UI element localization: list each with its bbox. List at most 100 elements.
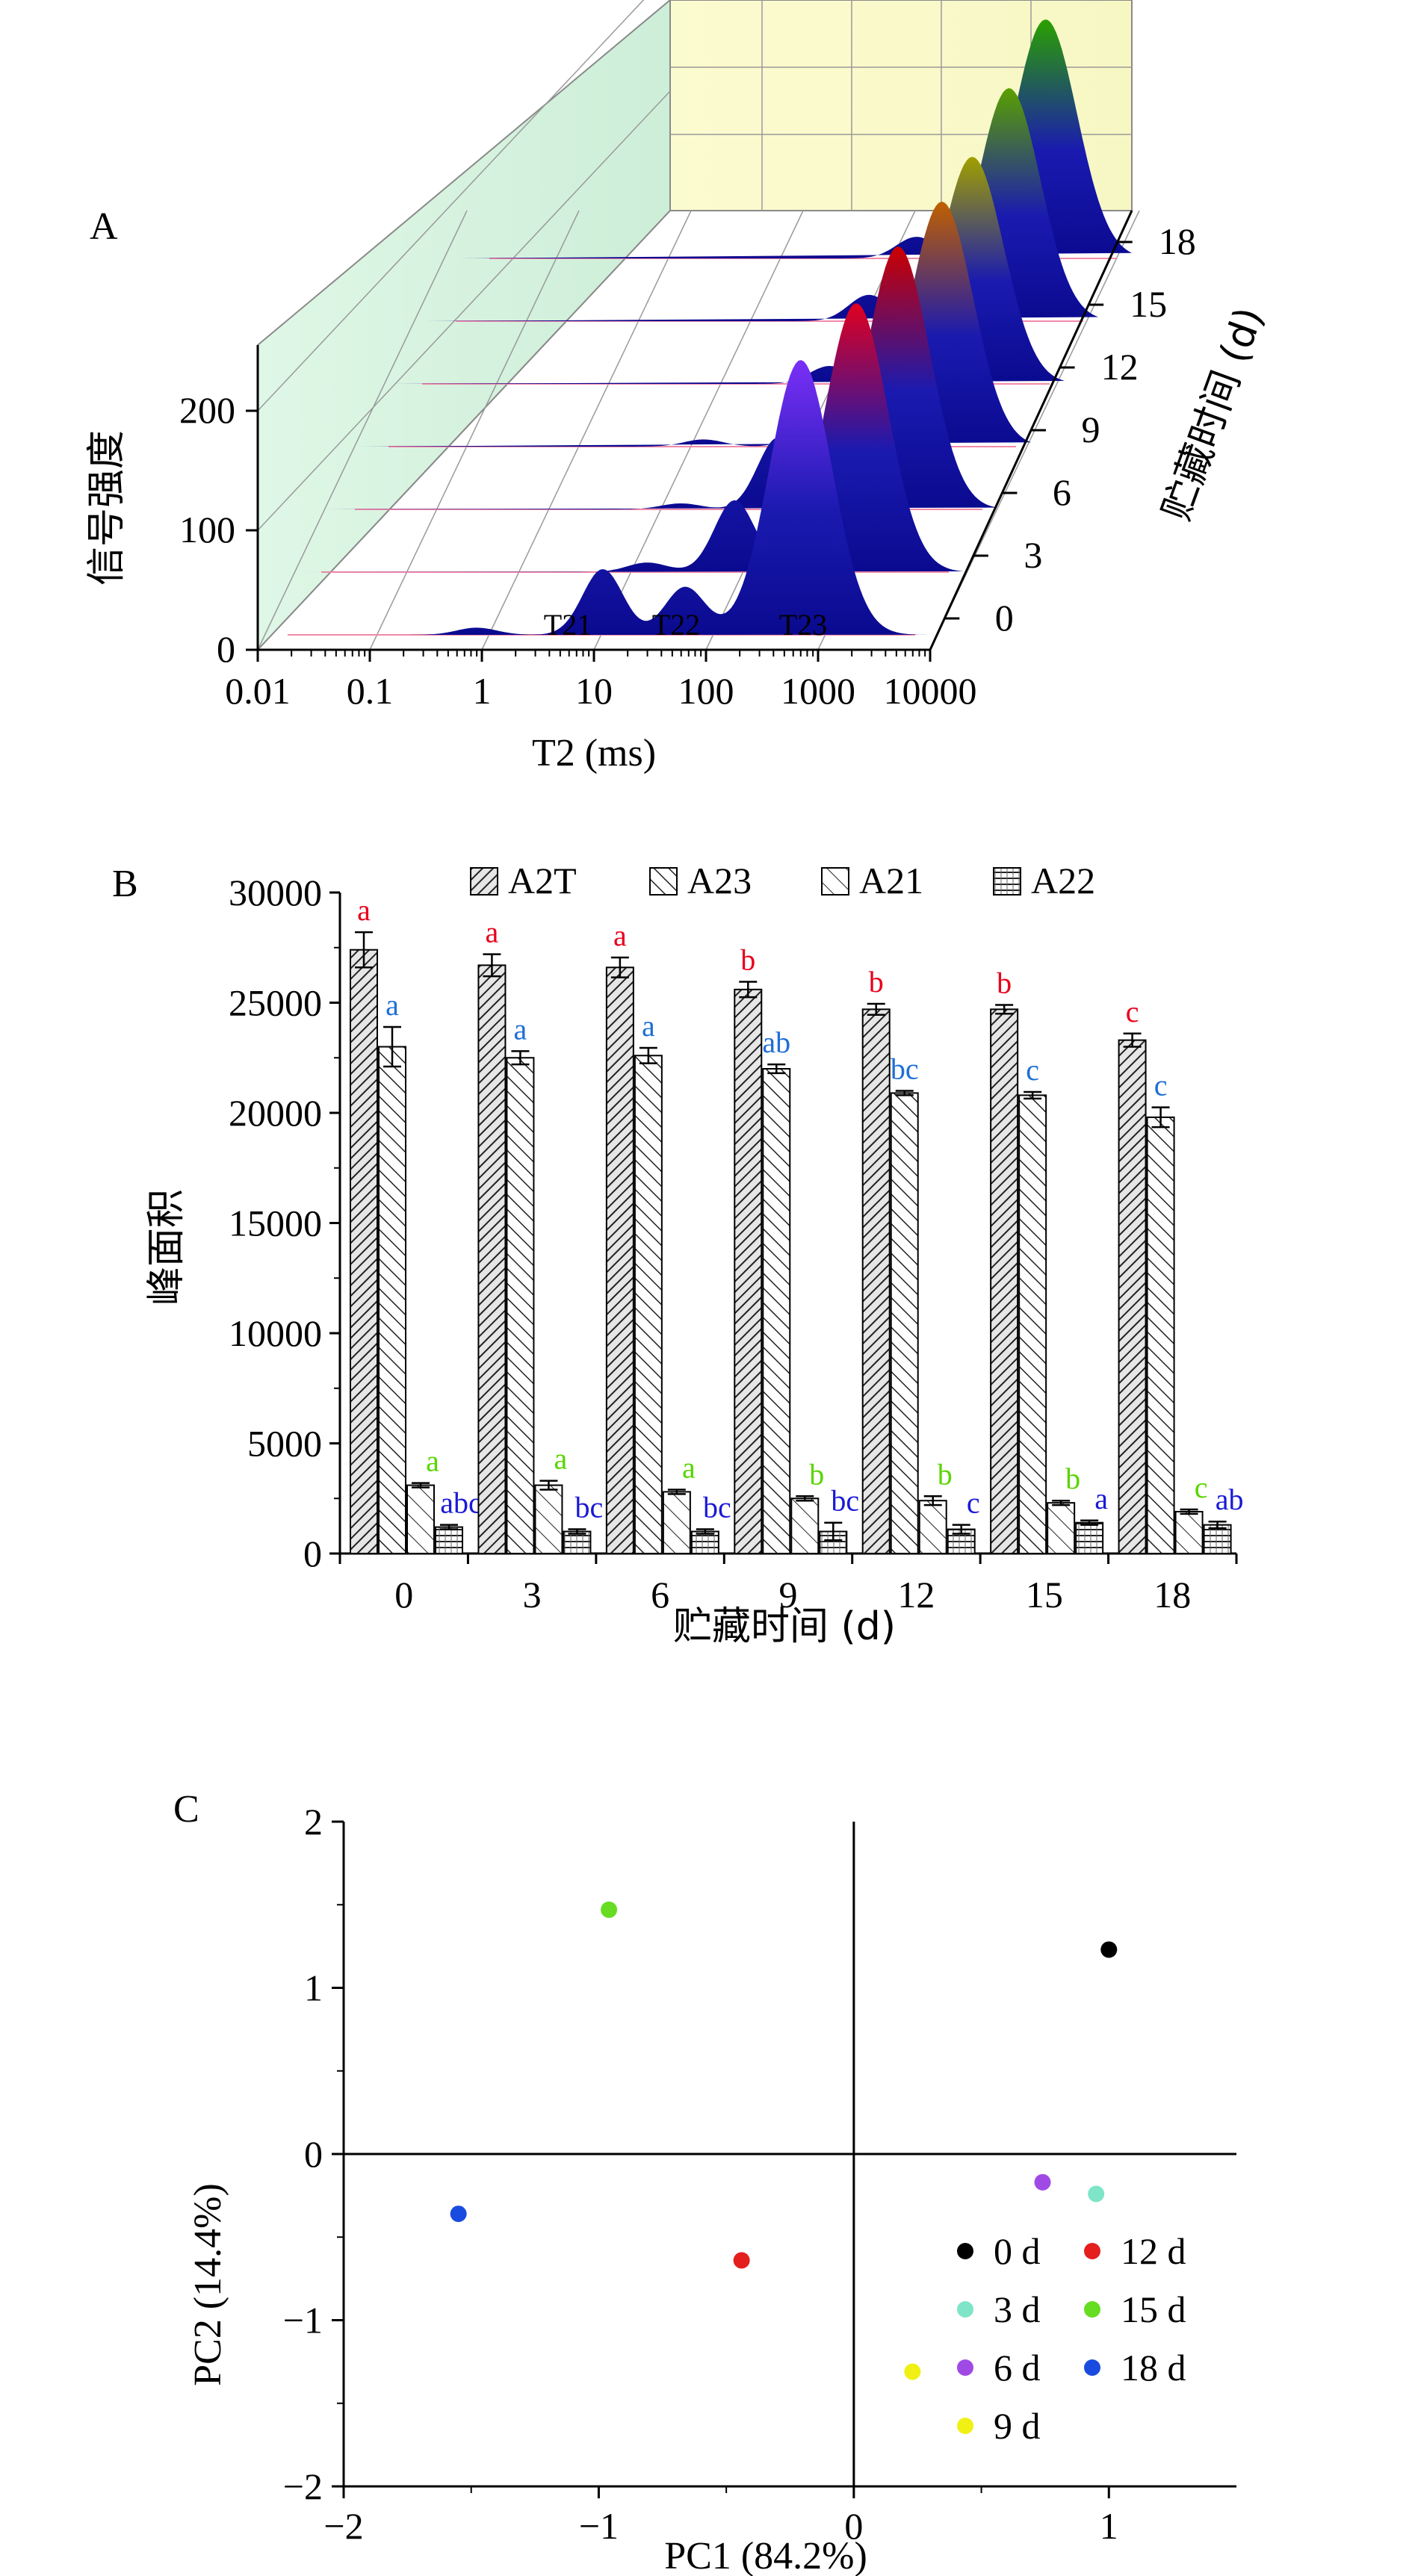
legend-marker bbox=[1084, 2359, 1100, 2376]
point-0d bbox=[1100, 1941, 1118, 1958]
y-tick-label: 2 bbox=[304, 1801, 323, 1843]
panel-label-c: C bbox=[173, 1788, 199, 1831]
y-axis-title: PC2 (14.4%) bbox=[187, 2183, 229, 2386]
significance-letter: c bbox=[1026, 1053, 1039, 1087]
point-12d bbox=[733, 2252, 750, 2269]
point-15d bbox=[601, 1901, 618, 1918]
bar-A2T bbox=[1118, 1039, 1147, 1554]
panel-a-3d-chart: A T21 T22 T23 0.01 0.1 1 10 100 1000 10000 0 100 200… bbox=[84, 0, 1272, 775]
ridge-9d bbox=[359, 202, 1031, 447]
significance-letter: bc bbox=[891, 1052, 919, 1086]
peak-label-t21: T21 bbox=[544, 608, 592, 642]
panel-label-b: B bbox=[112, 863, 138, 905]
y-axis-title: 信号强度 bbox=[84, 430, 129, 586]
z-tick-label: 6 bbox=[1053, 471, 1071, 513]
significance-letter: ab bbox=[1216, 1483, 1244, 1516]
bar-A22 bbox=[690, 1530, 719, 1554]
x-tick-label: 100 bbox=[678, 670, 734, 712]
y-tick-label: −2 bbox=[283, 2465, 323, 2507]
point-18d bbox=[450, 2206, 467, 2223]
significance-letter: bc bbox=[575, 1491, 604, 1524]
point-3d bbox=[1088, 2185, 1105, 2203]
floor-grid-line bbox=[593, 210, 804, 651]
ridges bbox=[258, 19, 1132, 636]
significance-letter: abc bbox=[440, 1486, 482, 1520]
peak-label-t23: T23 bbox=[779, 608, 827, 642]
peak-label-t22: T22 bbox=[652, 608, 700, 642]
bar-A2T bbox=[350, 949, 378, 1554]
bar-A23 bbox=[762, 1068, 791, 1554]
point-9d bbox=[904, 2363, 921, 2380]
significance-letter: a bbox=[682, 1450, 696, 1484]
significance-letter: a bbox=[1094, 1482, 1108, 1515]
legend-label: 18 d bbox=[1121, 2347, 1186, 2389]
x-tick-label: 1 bbox=[1100, 2505, 1118, 2547]
significance-letter: ab bbox=[762, 1025, 790, 1059]
bar-A21 bbox=[534, 1484, 563, 1554]
bar-A21 bbox=[406, 1484, 435, 1554]
y-tick-label: 200 bbox=[179, 389, 235, 431]
x-axis-title: 贮藏时间 (d) bbox=[673, 1604, 896, 1649]
z-tick-label: 9 bbox=[1082, 409, 1100, 450]
significance-letter: c bbox=[1126, 995, 1139, 1028]
legend-swatch-A22 bbox=[993, 867, 1021, 896]
y-tick-label: 30000 bbox=[229, 872, 322, 913]
legend-label: 0 d bbox=[994, 2230, 1041, 2272]
ridge-12d bbox=[392, 157, 1065, 384]
x-axis-title: T2 (ms) bbox=[532, 732, 656, 775]
significance-letter: b bbox=[938, 1457, 953, 1491]
legend-swatch-A2T bbox=[470, 867, 498, 896]
x-axis-title: PC1 (84.2%) bbox=[664, 2535, 867, 2576]
legend-label: 6 d bbox=[994, 2347, 1041, 2389]
bar-A22 bbox=[435, 1526, 463, 1554]
legend-swatch-A21 bbox=[821, 867, 849, 896]
x-tick-label: 10000 bbox=[884, 670, 977, 712]
y-tick-label: 0 bbox=[303, 1533, 322, 1574]
significance-letter: b bbox=[1065, 1462, 1080, 1495]
significance-letter: b bbox=[809, 1457, 824, 1491]
significance-letter: a bbox=[357, 893, 371, 927]
bar-A22 bbox=[1203, 1524, 1232, 1555]
x-tick-label: −2 bbox=[323, 2505, 363, 2547]
bar-A2T bbox=[734, 988, 763, 1555]
side-wall-grid-line bbox=[257, 0, 645, 412]
y-tick-label: 25000 bbox=[229, 982, 322, 1024]
bar-A22 bbox=[1075, 1521, 1104, 1555]
y-axis-title: 峰面积 bbox=[144, 1189, 189, 1306]
x-tick-label: 1000 bbox=[781, 670, 855, 712]
legend-marker bbox=[957, 2359, 973, 2376]
z-tick-label: 0 bbox=[995, 597, 1014, 639]
significance-letter: a bbox=[486, 916, 499, 949]
significance-letter: a bbox=[426, 1444, 439, 1478]
bar-A21 bbox=[918, 1500, 947, 1555]
legend-label-A2T: A2T bbox=[508, 860, 577, 901]
bar-A23 bbox=[1146, 1116, 1175, 1554]
z-tick-label: 15 bbox=[1130, 283, 1167, 325]
z-tick-label: 12 bbox=[1101, 346, 1139, 388]
bar-plot: 0500010000150002000025000300000aaaabc3aa… bbox=[229, 872, 1243, 1616]
ridge-15d bbox=[426, 88, 1098, 321]
bar-A21 bbox=[1047, 1502, 1076, 1555]
x-tick-label: 10 bbox=[575, 670, 613, 712]
x-tick-label: 0 bbox=[844, 2505, 863, 2547]
x-tick-label: 1 bbox=[473, 670, 492, 712]
y-tick-label: 100 bbox=[179, 509, 235, 550]
legend-label-A21: A21 bbox=[859, 860, 923, 901]
legend-label: 12 d bbox=[1121, 2230, 1186, 2272]
x-tick-label: 6 bbox=[651, 1574, 669, 1616]
y-tick-label: −1 bbox=[283, 2300, 323, 2341]
bar-A23 bbox=[634, 1055, 663, 1554]
ridge-3d bbox=[291, 303, 964, 572]
x-tick-label: 3 bbox=[523, 1574, 542, 1616]
x-tick-label: 15 bbox=[1026, 1574, 1063, 1616]
significance-letter: a bbox=[613, 919, 627, 952]
legend: 0 d 3 d 6 d 9 d 12 d 15 d 18 d bbox=[957, 2230, 1186, 2447]
bar-A22 bbox=[563, 1530, 592, 1554]
bar-A23 bbox=[506, 1057, 535, 1554]
point-6d bbox=[1034, 2173, 1051, 2191]
significance-letter: b bbox=[997, 966, 1012, 999]
significance-letter: bc bbox=[703, 1491, 731, 1524]
significance-letter: a bbox=[642, 1009, 655, 1043]
significance-letter: c bbox=[1154, 1069, 1168, 1102]
